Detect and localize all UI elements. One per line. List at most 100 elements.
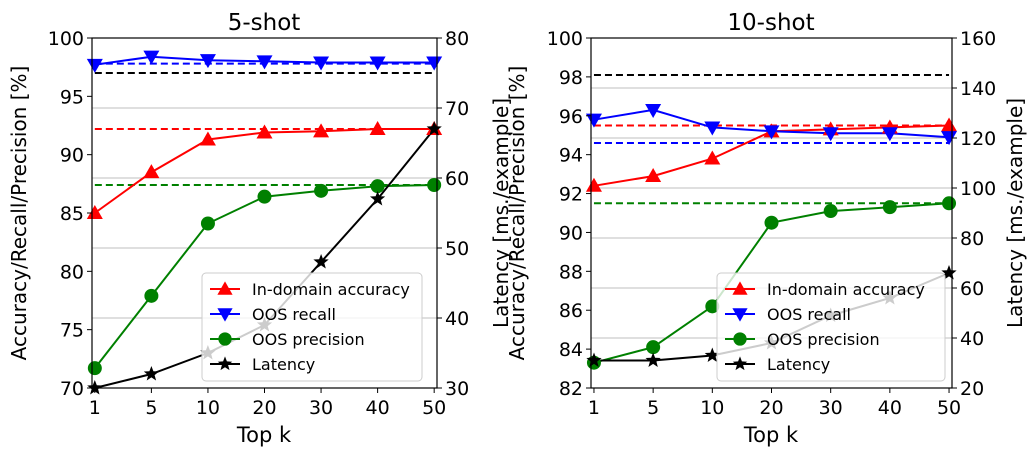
data-point-latency — [143, 366, 159, 381]
legend-label: OOS recall — [767, 305, 851, 324]
y2-tick-label: 60 — [445, 168, 469, 190]
y-tick-label: 96 — [559, 106, 583, 128]
reference-lines — [94, 62, 435, 186]
x-tick-label: 10 — [700, 397, 724, 419]
chart-title: 10-shot — [727, 10, 814, 36]
legend-label: OOS precision — [252, 330, 365, 349]
legend-marker-latency — [732, 356, 748, 371]
y2-tick-label: 40 — [960, 328, 984, 350]
data-point-in-domain-accuracy — [704, 150, 721, 165]
data-point-oos-precision — [370, 179, 385, 194]
data-point-oos-precision — [646, 340, 661, 355]
legend-marker-oos-recall — [732, 308, 748, 322]
y2-tick-label: 30 — [445, 378, 469, 400]
y-tick-label: 100 — [48, 28, 84, 50]
y-tick-label: 94 — [559, 145, 583, 167]
y-tick-label: 80 — [60, 261, 84, 283]
legend: In-domain accuracy OOS recall OOS precisio… — [716, 272, 946, 382]
y-tick-label: 92 — [559, 184, 583, 206]
x-tick-label: 30 — [309, 397, 333, 419]
x-tick-label: 20 — [759, 397, 783, 419]
x-tick-label: 10 — [196, 397, 220, 419]
data-point-in-domain-accuracy — [941, 117, 958, 132]
legend-items: In-domain accuracy OOS recall OOS precisio… — [725, 280, 925, 374]
data-point-latency — [87, 380, 103, 395]
x-axis-label: Top k — [236, 423, 292, 447]
y-axis-label: Accuracy/Recall/Precision [%] — [7, 66, 31, 361]
legend-marker-oos-precision — [218, 332, 232, 346]
y2-axis-label: Latency [ms./example] — [1003, 98, 1027, 328]
y-tick-label: 84 — [559, 339, 583, 361]
x-tick-label: 1 — [89, 397, 101, 419]
y-tick-label: 95 — [60, 86, 84, 108]
data-point-oos-recall — [426, 56, 443, 71]
data-point-oos-recall — [585, 113, 602, 128]
legend-label: OOS precision — [767, 330, 880, 349]
data-point-oos-precision — [764, 215, 779, 230]
y2-tick-label: 80 — [445, 28, 469, 50]
legend-marker-oos-recall — [217, 308, 233, 322]
legend-box — [716, 272, 946, 382]
data-point-latency — [645, 352, 661, 367]
data-point-latency — [704, 347, 720, 362]
y-tick-label: 70 — [60, 378, 84, 400]
data-point-oos-precision — [87, 361, 102, 376]
legend-marker-latency — [217, 356, 233, 371]
y2-tick-labels: 20 40 60 80 100 120 140 160 — [952, 28, 996, 400]
data-point-latency — [313, 254, 329, 269]
data-point-oos-recall — [86, 58, 103, 73]
x-axis-label: Top k — [743, 423, 799, 447]
legend-items: In-domain accuracy OOS recall OOS precisio… — [210, 280, 410, 374]
x-tick-labels: 1 5 10 20 30 40 50 — [89, 388, 446, 419]
data-point-oos-precision — [882, 200, 897, 215]
y-tick-label: 100 — [547, 28, 583, 50]
y2-tick-label: 160 — [960, 28, 996, 50]
data-point-in-domain-accuracy — [369, 121, 386, 135]
data-point-latency — [426, 121, 442, 136]
x-tick-label: 1 — [588, 397, 600, 419]
legend-label: In-domain accuracy — [252, 280, 410, 299]
data-point-oos-recall — [199, 54, 216, 69]
legend-box — [201, 272, 423, 382]
series-markers — [86, 50, 443, 395]
legend-marker-in-domain-accuracy — [217, 281, 233, 295]
data-point-latency — [370, 191, 386, 206]
data-point-oos-precision — [144, 288, 159, 303]
y2-tick-label: 80 — [960, 228, 984, 250]
data-point-in-domain-accuracy — [645, 168, 662, 183]
data-point-oos-recall — [763, 125, 780, 140]
y2-tick-label: 40 — [445, 308, 469, 330]
x-tick-labels: 1 5 10 20 30 40 50 — [588, 388, 961, 419]
y-tick-label: 75 — [60, 320, 84, 342]
y-tick-labels: 70 75 80 85 90 95 100 — [48, 28, 92, 400]
chart-5-shot: In-domain accuracy OOS recall OOS precisio… — [7, 10, 513, 447]
y-tick-label: 82 — [559, 378, 583, 400]
series-markers — [585, 103, 958, 370]
legend: In-domain accuracy OOS recall OOS precisio… — [201, 272, 423, 382]
y-tick-label: 88 — [559, 261, 583, 283]
data-point-oos-recall — [704, 121, 721, 136]
chart-title: 5-shot — [228, 10, 301, 36]
legend-marker-oos-precision — [733, 332, 747, 346]
data-point-oos-recall — [313, 56, 330, 71]
data-point-latency — [586, 352, 602, 367]
y-tick-labels: 82 84 86 88 90 92 94 96 98 100 — [547, 28, 591, 400]
y2-tick-label: 20 — [960, 378, 984, 400]
y-tick-label: 90 — [559, 222, 583, 244]
data-point-oos-precision — [314, 183, 329, 198]
legend-label: In-domain accuracy — [767, 280, 925, 299]
data-point-oos-precision — [257, 189, 272, 204]
x-tick-label: 30 — [819, 397, 843, 419]
y-tick-label: 85 — [60, 203, 84, 225]
data-point-in-domain-accuracy — [313, 123, 330, 138]
y2-tick-label: 60 — [960, 278, 984, 300]
x-tick-label: 50 — [422, 397, 446, 419]
y2-tick-label: 120 — [960, 128, 996, 150]
data-point-oos-recall — [822, 127, 839, 142]
data-point-oos-recall — [256, 55, 273, 70]
y-tick-label: 86 — [559, 300, 583, 322]
x-tick-label: 50 — [937, 397, 961, 419]
y-axis-label: Accuracy/Recall/Precision [%] — [505, 66, 529, 361]
data-point-oos-precision — [942, 196, 957, 211]
